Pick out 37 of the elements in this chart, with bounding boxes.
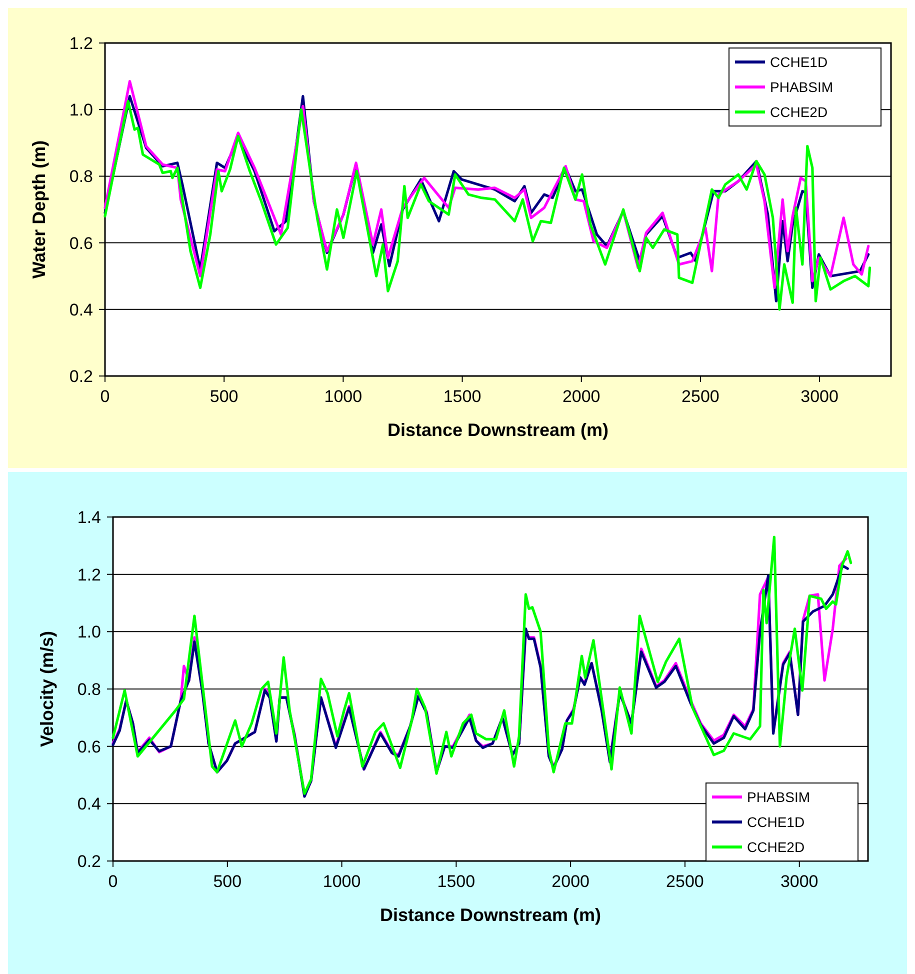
y-tick-label: 0.8 <box>69 167 93 186</box>
y-tick-label: 1.2 <box>69 34 93 53</box>
y-tick-label: 0.6 <box>69 234 93 253</box>
legend-label: CCHE2D <box>747 838 805 855</box>
legend-label: CCHE1D <box>747 814 805 830</box>
x-tick-label: 0 <box>108 872 118 891</box>
legend-label: CCHE2D <box>770 104 828 120</box>
x-tick-label: 2500 <box>682 387 720 406</box>
y-tick-label: 0.4 <box>69 300 93 320</box>
x-tick-label: 1500 <box>437 872 476 891</box>
y-tick-label: 0.2 <box>77 852 101 871</box>
y-tick-label: 1.0 <box>69 100 93 120</box>
x-tick-label: 2000 <box>562 387 600 406</box>
x-tick-label: 2000 <box>552 872 590 891</box>
y-axis-title: Water Depth (m) <box>29 140 49 279</box>
y-tick-label: 1.2 <box>77 565 101 584</box>
x-tick-label: 1000 <box>324 387 362 406</box>
x-tick-label: 1000 <box>322 872 361 891</box>
y-tick-label: 0.6 <box>77 737 101 756</box>
x-tick-label: 1500 <box>443 387 482 406</box>
x-axis-title: Distance Downstream (m) <box>387 420 609 440</box>
x-tick-label: 500 <box>210 387 238 406</box>
y-axis-title: Velocity (m/s) <box>37 630 57 748</box>
x-tick-label: 3000 <box>780 872 818 891</box>
x-tick-label: 2500 <box>666 872 704 891</box>
x-axis-title: Distance Downstream (m) <box>380 905 602 925</box>
x-tick-label: 500 <box>213 872 242 891</box>
legend-label: PHABSIM <box>747 788 810 805</box>
legend-label: CCHE1D <box>770 54 828 70</box>
y-tick-label: 0.8 <box>77 680 101 699</box>
x-tick-label: 0 <box>100 387 110 406</box>
y-tick-label: 1.0 <box>77 622 101 642</box>
x-tick-label: 3000 <box>800 387 838 406</box>
y-tick-label: 0.2 <box>69 366 93 386</box>
y-tick-label: 1.4 <box>77 508 101 527</box>
y-tick-label: 0.4 <box>77 794 101 814</box>
legend-label: PHABSIM <box>770 78 834 95</box>
